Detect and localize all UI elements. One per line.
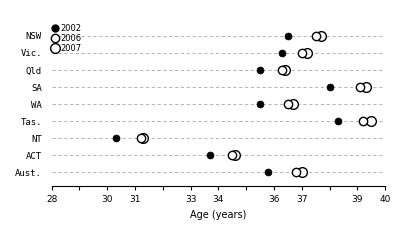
X-axis label: Age (years): Age (years) (190, 210, 247, 220)
Legend: 2002, 2006, 2007: 2002, 2006, 2007 (52, 24, 81, 53)
